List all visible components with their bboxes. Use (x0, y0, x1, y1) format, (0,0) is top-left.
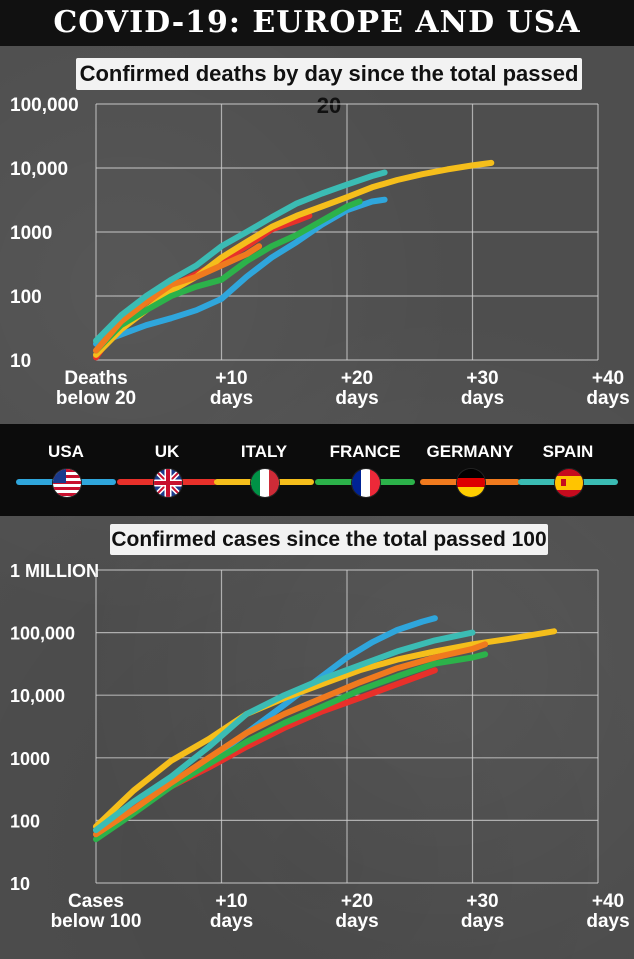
y-tick-label: 10,000 (10, 159, 68, 180)
x-tick-label: +40 days (586, 891, 629, 932)
series-line-germany (93, 641, 489, 838)
x-tick-label-line: Cases (68, 891, 124, 912)
series-line-spain (93, 629, 476, 834)
cases-chart: 10 100 1000 10,000 100,000 1 MILLION Cases belo… (10, 561, 630, 932)
x-tick-label-line: +20 (341, 891, 373, 912)
legend-item-uk: UK (117, 424, 217, 498)
legend-item-usa: USA (16, 424, 116, 498)
x-tick-label: +30 days (461, 368, 504, 409)
x-tick-label: +30 days (461, 891, 504, 932)
x-tick-label-line: days (210, 911, 253, 932)
series-line-france (93, 651, 489, 843)
x-tick-label-line: days (335, 388, 378, 409)
x-tick-label-line: +20 (341, 368, 373, 389)
x-tick-label-line: +30 (466, 368, 498, 389)
france-flag-icon (351, 468, 381, 498)
x-tick-label-line: +10 (215, 368, 247, 389)
y-tick-label: 100,000 (10, 624, 75, 644)
x-tick-label-line: days (461, 911, 504, 932)
legend-label: SPAIN (542, 442, 594, 461)
legend-label: GERMANY (426, 442, 514, 461)
legend-item-germany: GERMANY (420, 424, 520, 498)
italy-flag-icon (250, 468, 280, 498)
x-tick-label: +40 days (586, 368, 629, 409)
x-tick-label-line: +40 (592, 368, 624, 389)
x-tick-label: +10 days (210, 368, 253, 409)
series-line-italy (93, 159, 495, 358)
legend-label: FRANCE (329, 442, 401, 461)
y-tick-label: 1000 (10, 223, 52, 244)
x-tick-label-line: days (586, 911, 629, 932)
cases-chart-title: Confirmed cases since the total passed 1… (110, 524, 548, 555)
y-tick-label: 10,000 (10, 686, 65, 706)
x-tick-label-line: days (335, 911, 378, 932)
page-title: COVID-19: EUROPE AND USA (0, 0, 634, 46)
legend-item-france: FRANCE (315, 424, 415, 498)
legend-item-spain: SPAIN (518, 424, 618, 498)
x-tick-label: Deaths below 20 (56, 368, 136, 409)
series-line-italy (93, 628, 558, 830)
legend-label: USA (48, 442, 84, 461)
series-line-usa (93, 196, 388, 347)
y-tick-label: 1 MILLION (10, 561, 99, 581)
y-tick-label: 10 (10, 874, 30, 894)
x-tick-label-line: +10 (215, 891, 247, 912)
x-tick-label-line: +40 (592, 891, 624, 912)
x-tick-label-line: +30 (466, 891, 498, 912)
y-tick-label: 1000 (10, 749, 50, 769)
uk-flag-icon (153, 468, 183, 498)
series-line-france (93, 198, 363, 354)
x-tick-label: Cases below 100 (51, 891, 142, 932)
y-tick-label: 100 (10, 287, 42, 308)
y-tick-label: 100 (10, 811, 40, 831)
spain-flag-icon (554, 468, 584, 498)
y-tick-label: 10 (10, 351, 31, 372)
deaths-chart-title: Confirmed deaths by day since the total … (76, 58, 582, 118)
x-tick-label-line: below 20 (56, 388, 136, 409)
x-tick-label: +10 days (210, 891, 253, 932)
x-tick-label-line: Deaths (64, 368, 127, 389)
germany-flag-icon (456, 468, 486, 498)
legend-item-italy: ITALY (214, 424, 314, 498)
x-tick-label-line: below 100 (51, 911, 142, 932)
series-line-germany (93, 243, 263, 354)
x-tick-label-line: days (586, 388, 629, 409)
legend: USA UK ITALY (0, 424, 634, 516)
x-tick-label: +20 days (335, 368, 378, 409)
y-tick-label: 100,000 (10, 95, 79, 116)
x-tick-label-line: days (210, 388, 253, 409)
legend-label: UK (154, 442, 180, 461)
x-tick-label: +20 days (335, 891, 378, 932)
x-tick-label-line: days (461, 388, 504, 409)
series-line-spain (93, 169, 388, 344)
legend-label: ITALY (240, 442, 288, 461)
usa-flag-icon (52, 468, 82, 498)
